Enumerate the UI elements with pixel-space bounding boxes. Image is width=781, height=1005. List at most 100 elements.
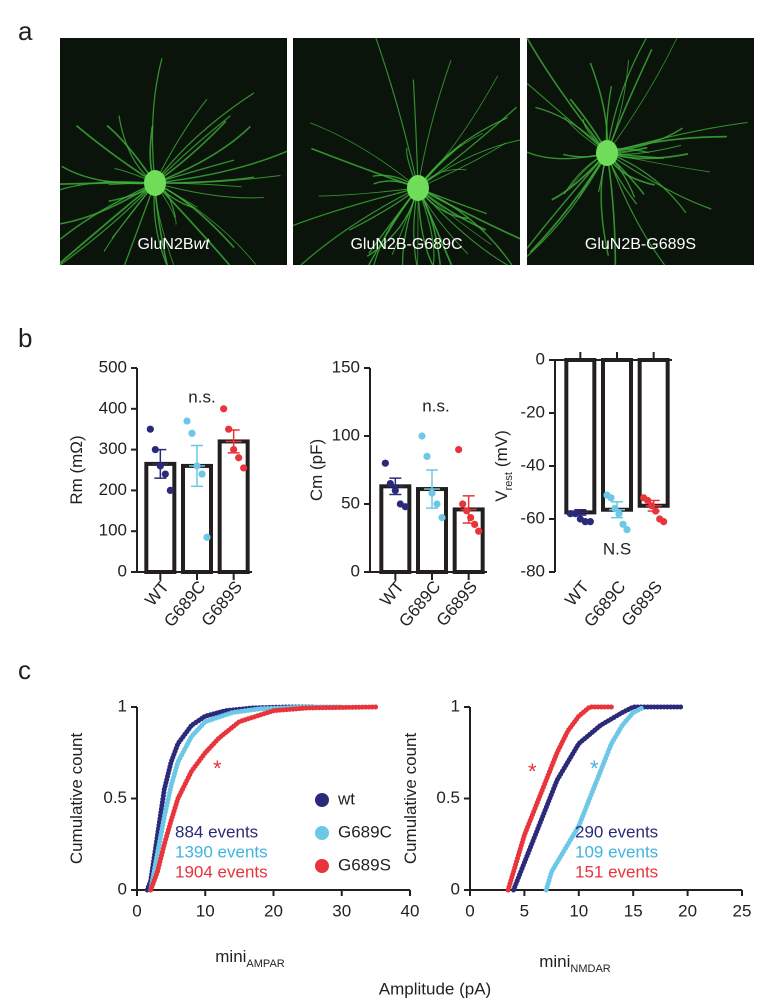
y-tick-label: 1 [118, 696, 127, 715]
image-label: GluN2B-G689C [350, 236, 462, 253]
data-point [471, 520, 479, 529]
data-point [418, 432, 426, 440]
dendrite [417, 106, 517, 189]
x-tick-label: G689S [618, 577, 667, 630]
image-label-text: GluN2B [137, 236, 193, 253]
y-tick-label: 100 [99, 521, 127, 540]
axis-title-text: Cm (pF) [307, 439, 326, 501]
x-tick-label: 30 [332, 901, 351, 920]
dendrite [311, 147, 419, 189]
annotation: 290 events [575, 822, 658, 841]
image-label-italic: wt [194, 236, 211, 253]
annotation: * [528, 759, 537, 784]
cdf-line [148, 704, 379, 893]
y-axis-title: Cumulative count [401, 733, 420, 865]
y-tick-label: 300 [99, 439, 127, 458]
axis-title-text: Cumulative count [401, 733, 420, 865]
annotation: N.S [603, 539, 631, 558]
y-tick-label: 1 [451, 696, 460, 715]
image-label: GluN2Bwt [137, 236, 210, 253]
dendrite [606, 135, 727, 154]
dendrite [154, 182, 231, 266]
dendrite [59, 182, 156, 240]
x-tick-label: 40 [401, 901, 420, 920]
dendrite [417, 187, 521, 240]
y-tick-label: 0 [351, 561, 360, 580]
y-axis-title: Cumulative count [67, 733, 86, 865]
y-axis-title: Vrest (mV) [492, 430, 514, 502]
annotation: 109 events [575, 842, 658, 861]
dendrite [606, 37, 647, 154]
axis-title-sub: NMDAR [570, 963, 610, 975]
data-point [438, 514, 446, 522]
y-tick-label: -40 [520, 455, 545, 474]
cdf-line [505, 704, 614, 893]
data-point [161, 470, 169, 478]
bar [637, 358, 670, 508]
dendrite [154, 150, 288, 184]
y-tick-label: 0 [536, 349, 545, 368]
dendrite [59, 182, 156, 266]
axis-title-text: mini [215, 947, 246, 966]
data-point [225, 425, 233, 433]
x-tick-label: 20 [264, 901, 283, 920]
data-point [203, 533, 211, 541]
bar [217, 439, 250, 574]
x-tick-label: 0 [132, 901, 141, 920]
data-point [146, 425, 154, 433]
data-point [423, 452, 431, 460]
legend-label: G689C [338, 822, 392, 841]
y-tick-label: -80 [520, 561, 545, 580]
soma [144, 170, 166, 196]
image-label-text: GluN2B-G689S [585, 236, 696, 253]
legend-marker [315, 793, 329, 807]
dendrite [151, 58, 163, 184]
data-point [183, 417, 191, 425]
y-tick-label: 50 [341, 493, 360, 512]
annotation: * [213, 756, 222, 781]
x-tick-label: G689S [198, 577, 247, 630]
dendrite [310, 122, 419, 189]
data-point [401, 503, 409, 511]
bar [564, 358, 597, 515]
micrograph [60, 38, 287, 265]
y-tick-label: 400 [99, 398, 127, 417]
data-point [198, 470, 206, 478]
data-point [619, 520, 627, 528]
annotation: 1390 events [175, 842, 268, 861]
y-tick-label: 500 [99, 357, 127, 376]
axis-title-sub: AMPAR [246, 958, 284, 970]
dendrite [529, 152, 608, 253]
annotation: 884 events [175, 822, 258, 841]
x-tick-label: 0 [465, 901, 474, 920]
dendrite [375, 37, 419, 189]
dendrite [300, 187, 419, 266]
x-tick-label: G689S [433, 577, 482, 630]
y-tick-label: 200 [99, 480, 127, 499]
dendrite [526, 152, 608, 257]
axis-title-text: mini [539, 952, 570, 971]
x-tick-label: 15 [624, 901, 643, 920]
data-point [581, 518, 589, 526]
x-tick-label: 5 [520, 901, 529, 920]
dendrite [318, 187, 419, 197]
data-point [571, 510, 579, 518]
cdf-line [543, 704, 647, 893]
data-point [386, 480, 394, 488]
dendrite [606, 37, 678, 154]
data-point [433, 500, 441, 508]
y-tick-label: 150 [332, 357, 360, 376]
dendrite [59, 182, 156, 225]
x-tick-label: WT [376, 577, 408, 609]
x-tick-label: 20 [678, 901, 697, 920]
x-tick-label: WT [141, 577, 173, 609]
axis-title-text: Rm (mΩ) [67, 435, 86, 504]
x-axis-title: miniNMDAR [539, 952, 611, 974]
legend-label: wt [337, 789, 355, 808]
dendrite [154, 175, 281, 184]
x-tick-label: 10 [569, 901, 588, 920]
axis-title-unit: (mV) [492, 430, 511, 467]
axis-title-sub: rest [503, 472, 515, 490]
data-point [220, 405, 228, 413]
